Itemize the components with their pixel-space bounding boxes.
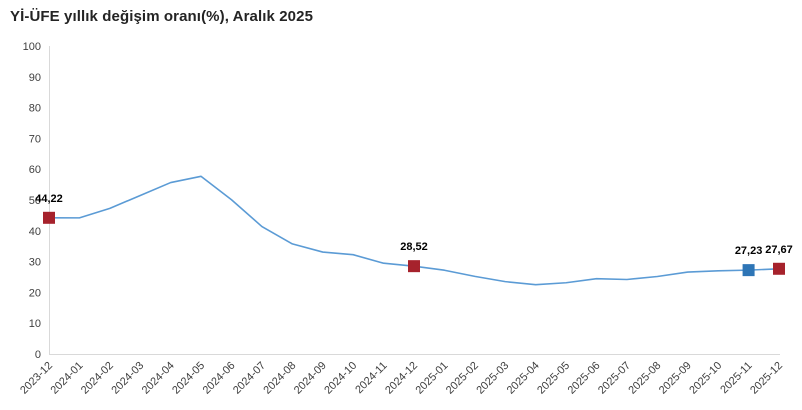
x-axis-tick-label: 2025-10 bbox=[687, 360, 724, 397]
x-axis-tick-label: 2024-05 bbox=[170, 360, 207, 397]
y-axis-tick-label: 80 bbox=[29, 103, 41, 115]
y-axis-tick-label: 10 bbox=[29, 318, 41, 330]
marker-2023-12 bbox=[43, 211, 55, 224]
y-axis-tick-label: 50 bbox=[29, 195, 41, 207]
marker-2024-12 bbox=[408, 260, 420, 273]
chart-title: Yİ-ÜFE yıllık değişim oranı(%), Aralık 2… bbox=[10, 8, 314, 25]
x-axis-tick-label: 2024-07 bbox=[231, 360, 268, 397]
data-label-2024-12: 28,52 bbox=[400, 241, 428, 253]
x-axis-tick-label: 2024-03 bbox=[109, 360, 146, 397]
y-axis-tick-label: 30 bbox=[29, 257, 41, 269]
data-label-2025-11: 27,23 bbox=[735, 245, 763, 257]
x-axis-tick-label: 2025-08 bbox=[626, 360, 663, 397]
y-axis-tick-label: 20 bbox=[29, 287, 41, 299]
y-axis-tick-label: 100 bbox=[23, 41, 41, 53]
x-axis-tick-label: 2025-03 bbox=[474, 360, 511, 397]
x-axis-tick-label: 2025-12 bbox=[748, 360, 785, 397]
y-axis-tick-label: 60 bbox=[29, 164, 41, 176]
marker-2025-11 bbox=[742, 264, 755, 277]
x-axis-tick-label: 2024-10 bbox=[322, 360, 359, 397]
x-axis-tick-label: 2025-05 bbox=[535, 360, 572, 397]
y-axis-tick-label: 90 bbox=[29, 72, 41, 84]
x-axis-tick-label: 2025-01 bbox=[414, 360, 451, 397]
x-axis-tick-label: 2024-06 bbox=[201, 360, 238, 397]
data-label-2025-12: 27,67 bbox=[765, 244, 793, 256]
x-axis-tick-label: 2025-09 bbox=[657, 360, 694, 397]
x-axis-tick-label: 2024-08 bbox=[261, 360, 298, 397]
x-axis-tick-label: 2025-04 bbox=[505, 360, 542, 397]
x-axis-tick-label: 2024-04 bbox=[140, 360, 177, 397]
x-axis-tick-label: 2025-07 bbox=[596, 360, 633, 397]
y-axis-tick-label: 70 bbox=[29, 133, 41, 145]
x-axis-tick-label: 2023-12 bbox=[18, 360, 55, 397]
x-axis-tick-label: 2025-02 bbox=[444, 360, 481, 397]
x-axis-tick-label: 2024-09 bbox=[292, 360, 329, 397]
data-label-2023-12: 44,22 bbox=[35, 193, 63, 205]
y-axis-tick-label: 0 bbox=[35, 349, 41, 361]
x-axis-tick-label: 2025-06 bbox=[566, 360, 603, 397]
marker-2025-12 bbox=[773, 262, 785, 275]
x-axis-tick-label: 2024-01 bbox=[49, 360, 86, 397]
x-axis-tick-label: 2024-12 bbox=[383, 360, 420, 397]
y-axis-tick-label: 40 bbox=[29, 226, 41, 238]
x-axis-tick-label: 2024-02 bbox=[79, 360, 116, 397]
